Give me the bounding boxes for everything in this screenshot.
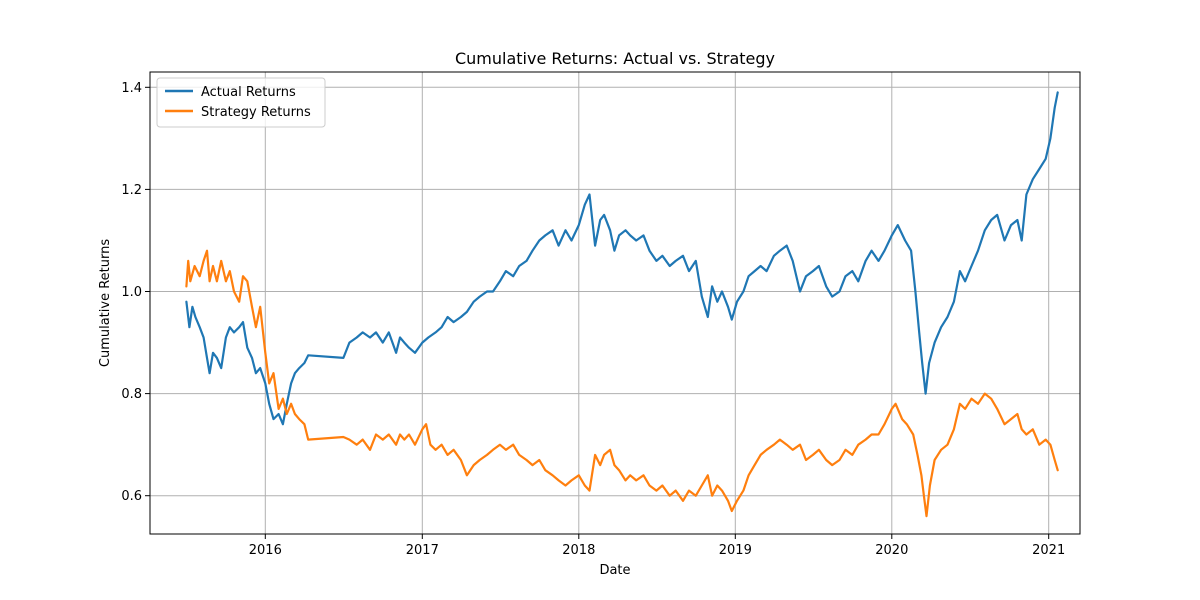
legend-label-actual: Actual Returns — [201, 85, 296, 100]
series-line-strategy-returns — [185, 249, 1059, 518]
legend-label-strategy: Strategy Returns — [201, 105, 311, 120]
plot-frame — [149, 71, 1081, 535]
y-tick-label: 1.0 — [121, 285, 142, 300]
legend: Actual Returns Strategy Returns — [156, 77, 326, 128]
series-layer — [185, 91, 1059, 518]
y-tick-label: 0.8 — [121, 387, 142, 402]
y-tick-label: 0.6 — [121, 489, 142, 504]
tick-layer: 2016 2017 2018 2019 2020 2021 0.6 0.8 1.0 1.2 1.4 — [121, 81, 1065, 558]
x-tick-label: 2016 — [249, 543, 282, 558]
x-tick-label: 2020 — [875, 543, 908, 558]
x-tick-label: 2017 — [406, 543, 439, 558]
y-tick-label: 1.4 — [121, 81, 142, 96]
x-tick-label: 2019 — [719, 543, 752, 558]
y-axis-label: Cumulative Returns — [98, 239, 113, 367]
chart-title: Cumulative Returns: Actual vs. Strategy — [455, 49, 775, 68]
legend-frame — [156, 77, 326, 128]
x-tick-label: 2018 — [562, 543, 595, 558]
y-tick-label: 1.2 — [121, 183, 142, 198]
series-line-actual-returns — [185, 91, 1059, 426]
x-axis-label: Date — [599, 563, 630, 578]
x-tick-label: 2021 — [1032, 543, 1065, 558]
